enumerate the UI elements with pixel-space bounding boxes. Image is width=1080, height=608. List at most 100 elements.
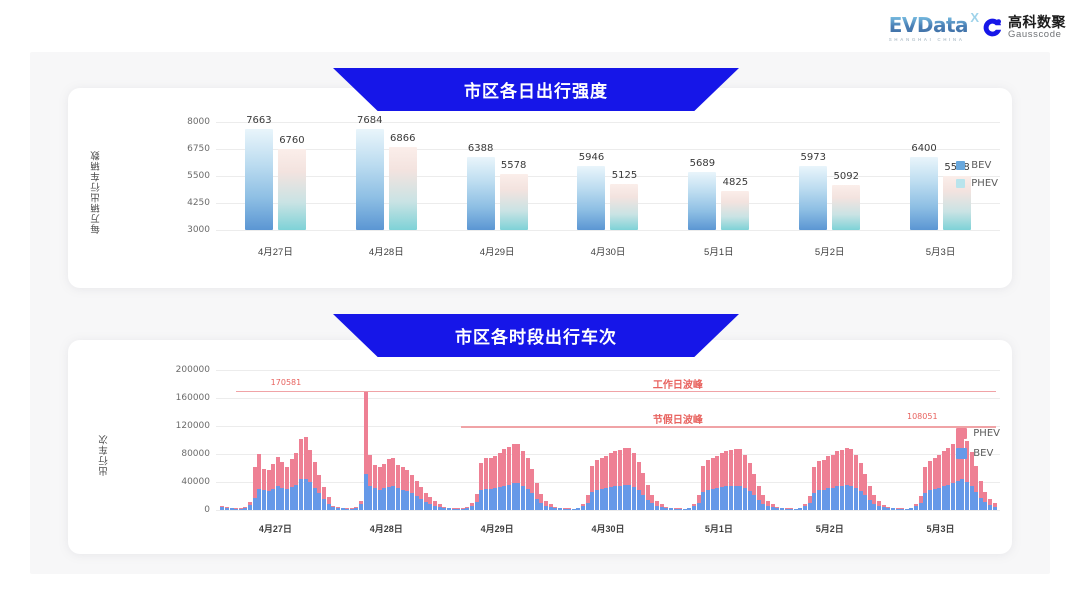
chart1-bar-bev[interactable]: 5973 <box>799 152 828 230</box>
chart2-hour-bar[interactable] <box>322 486 327 510</box>
chart1-bar-phev[interactable]: 5125 <box>610 170 639 230</box>
chart2-hour-bar[interactable] <box>867 486 872 510</box>
chart2-hour-bar[interactable] <box>668 507 673 510</box>
chart2-hour-bar[interactable] <box>470 503 475 510</box>
chart2-hour-bar[interactable] <box>497 452 502 510</box>
chart2-hour-bar[interactable] <box>941 451 946 510</box>
chart2-hour-bar[interactable] <box>349 508 354 510</box>
chart2-hour-bar[interactable] <box>562 508 567 510</box>
chart2-hour-bar[interactable] <box>803 504 808 510</box>
chart2-hour-bar[interactable] <box>664 506 669 510</box>
chart2-hour-bar[interactable] <box>779 507 784 510</box>
chart2-hour-bar[interactable] <box>488 458 493 510</box>
chart2-hour-bar[interactable] <box>701 465 706 510</box>
chart2-hour-bar[interactable] <box>460 508 465 510</box>
chart2-hour-bar[interactable] <box>372 464 377 510</box>
chart2-hour-bar[interactable] <box>511 444 516 510</box>
chart2-hour-bar[interactable] <box>992 503 997 510</box>
chart2-legend-item-phev[interactable]: PHEV <box>956 428 1000 439</box>
chart2-hour-bar[interactable] <box>909 507 914 510</box>
chart2-hour-bar[interactable] <box>451 508 456 510</box>
chart2-hour-bar[interactable] <box>784 508 789 510</box>
chart2-hour-bar[interactable] <box>238 508 243 510</box>
chart2-hour-bar[interactable] <box>483 458 488 510</box>
chart2-hour-bar[interactable] <box>821 459 826 510</box>
chart2-hour-bar[interactable] <box>978 481 983 510</box>
chart2-hour-bar[interactable] <box>345 508 350 510</box>
chart2-hour-bar[interactable] <box>863 474 868 510</box>
chart2-hour-bar[interactable] <box>710 458 715 510</box>
chart2-hour-bar[interactable] <box>590 465 595 510</box>
chart2-hour-bar[interactable] <box>890 507 895 510</box>
chart1-bar-phev[interactable]: 5092 <box>832 171 861 230</box>
chart2-hour-bar[interactable] <box>400 467 405 510</box>
chart2-hour-bar[interactable] <box>502 449 507 510</box>
chart2-hour-bar[interactable] <box>234 508 239 510</box>
chart2-hour-bar[interactable] <box>280 462 285 510</box>
chart2-hour-bar[interactable] <box>423 492 428 510</box>
chart1-bar-bev[interactable]: 7684 <box>355 115 384 230</box>
chart2-hour-bar[interactable] <box>257 454 262 510</box>
chart2-hour-bar[interactable] <box>520 451 525 510</box>
chart1-bar-group[interactable]: 5946 5125 <box>553 122 664 230</box>
chart2-hour-bar[interactable] <box>252 467 257 510</box>
chart2-hour-bar[interactable] <box>437 504 442 510</box>
chart2-hour-bar[interactable] <box>363 391 368 510</box>
chart2-hour-bar[interactable] <box>354 507 359 510</box>
chart2-hour-bar[interactable] <box>312 462 317 510</box>
chart2-hour-bar[interactable] <box>872 495 877 510</box>
chart2-hour-bar[interactable] <box>465 507 470 510</box>
chart2-hour-bar[interactable] <box>830 454 835 510</box>
chart2-hour-bar[interactable] <box>442 506 447 510</box>
chart2-hour-bar[interactable] <box>298 438 303 510</box>
chart2-hour-bar[interactable] <box>571 508 576 510</box>
chart2-hour-bar[interactable] <box>331 505 336 510</box>
chart2-hour-bar[interactable] <box>914 504 919 510</box>
chart2-hour-bar[interactable] <box>224 506 229 510</box>
chart2-hour-bar[interactable] <box>696 495 701 510</box>
chart2-hour-bar[interactable] <box>682 508 687 510</box>
chart2-hour-bar[interactable] <box>927 461 932 510</box>
chart2-hour-bar[interactable] <box>534 483 539 510</box>
chart2-hour-bar[interactable] <box>641 472 646 510</box>
chart2-hour-bar[interactable] <box>678 508 683 510</box>
chart2-hour-bar[interactable] <box>738 449 743 510</box>
chart2-hour-bar[interactable] <box>382 463 387 510</box>
chart2-hour-bar[interactable] <box>650 494 655 510</box>
chart2-hour-bar[interactable] <box>594 459 599 510</box>
chart1-bar-phev[interactable]: 6760 <box>277 135 306 230</box>
chart2-hour-bar[interactable] <box>340 507 345 510</box>
chart2-hour-bar[interactable] <box>585 495 590 510</box>
chart1-bar-phev[interactable]: 5578 <box>499 160 528 230</box>
chart2-hour-bar[interactable] <box>446 507 451 510</box>
chart2-hour-bar[interactable] <box>248 502 253 510</box>
chart2-hour-bar[interactable] <box>729 449 734 510</box>
chart2-hour-bar[interactable] <box>835 451 840 510</box>
chart2-hour-bar[interactable] <box>844 447 849 510</box>
chart2-hour-bar[interactable] <box>932 458 937 510</box>
chart2-hour-bar[interactable] <box>636 461 641 510</box>
chart2-hour-bar[interactable] <box>858 463 863 510</box>
chart2-hour-bar[interactable] <box>530 469 535 510</box>
chart2-hour-bar[interactable] <box>229 507 234 510</box>
chart2-hour-bar[interactable] <box>645 484 650 510</box>
chart2-hour-bar[interactable] <box>581 503 586 510</box>
chart2-hour-bar[interactable] <box>479 463 484 510</box>
chart2-hour-bar[interactable] <box>474 493 479 510</box>
chart2-hour-bar[interactable] <box>544 500 549 510</box>
chart1-legend-item-bev[interactable]: BEV <box>956 160 998 171</box>
chart2-hour-bar[interactable] <box>951 444 956 510</box>
chart1-bar-phev[interactable]: 4825 <box>721 177 750 230</box>
chart2-hour-bar[interactable] <box>326 496 331 510</box>
chart1-bar-bev[interactable]: 6400 <box>910 143 939 230</box>
chart1-bar-group[interactable]: 6388 5578 <box>442 122 553 230</box>
chart2-hour-bar[interactable] <box>391 458 396 510</box>
chart2-hour-bar[interactable] <box>613 451 618 510</box>
chart2-hour-bar[interactable] <box>308 449 313 510</box>
chart2-hour-bar[interactable] <box>220 505 225 510</box>
chart2-hour-bar[interactable] <box>576 507 581 510</box>
chart2-hour-bar[interactable] <box>881 504 886 510</box>
chart2-hour-bar[interactable] <box>715 456 720 510</box>
chart2-hour-bar[interactable] <box>923 467 928 510</box>
chart2-hour-bar[interactable] <box>692 503 697 510</box>
